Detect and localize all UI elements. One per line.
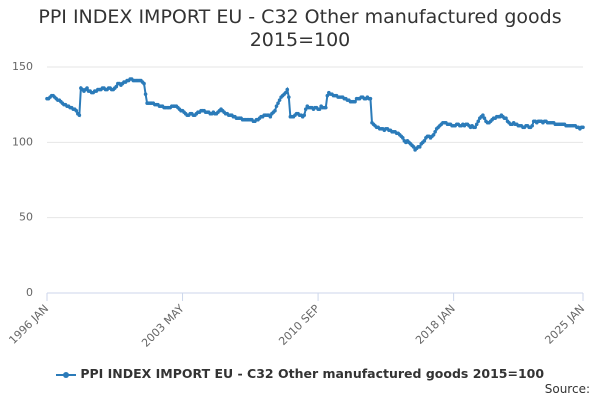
data-point (287, 95, 291, 99)
data-point (302, 113, 307, 118)
chart-title: PPI INDEX IMPORT EU - C32 Other manufact… (38, 6, 562, 51)
y-tick-label: 100 (12, 135, 33, 148)
data-point (317, 107, 322, 111)
data-point (268, 114, 273, 119)
y-tick-label: 150 (12, 60, 33, 73)
data-point (353, 99, 357, 104)
data-point (85, 86, 89, 90)
data-point (285, 87, 290, 92)
data-point (411, 145, 416, 149)
data-point (323, 105, 328, 110)
legend: PPI INDEX IMPORT EU - C32 Other manufact… (0, 366, 600, 381)
data-point (325, 93, 330, 98)
x-tick-label: 2025 JAN (542, 302, 587, 347)
x-tick-label: 1996 JAN (6, 302, 51, 347)
data-point (400, 136, 405, 140)
data-point (530, 123, 534, 128)
data-point (273, 108, 277, 113)
y-tick-label: 0 (26, 286, 33, 299)
data-point (303, 107, 308, 111)
data-point (476, 119, 481, 124)
x-tick-label: 2003 MAY (139, 302, 187, 350)
data-point (277, 98, 282, 102)
data-point (481, 113, 485, 118)
data-point (474, 122, 479, 127)
data-point (431, 133, 436, 137)
y-tick-label: 50 (19, 211, 33, 224)
data-point (114, 84, 119, 89)
data-point (473, 125, 477, 130)
data-point (274, 104, 279, 108)
data-point (283, 90, 288, 95)
data-point (276, 101, 280, 105)
source: Source: (544, 382, 590, 396)
data-point (368, 96, 373, 101)
x-tick-label: 2010 SEP (276, 302, 322, 348)
data-point (433, 129, 437, 134)
x-tick-label: 2018 JAN (413, 302, 458, 347)
data-point (142, 81, 146, 86)
legend-label: PPI INDEX IMPORT EU - C32 Other manufact… (80, 366, 545, 381)
data-point (417, 145, 422, 149)
data-point (581, 125, 585, 130)
data-point (504, 116, 508, 121)
data-point (77, 113, 82, 118)
data-point (143, 92, 148, 96)
data-point (482, 116, 487, 121)
data-point (74, 108, 79, 113)
data-point (422, 139, 427, 143)
legend-symbol (55, 371, 76, 378)
